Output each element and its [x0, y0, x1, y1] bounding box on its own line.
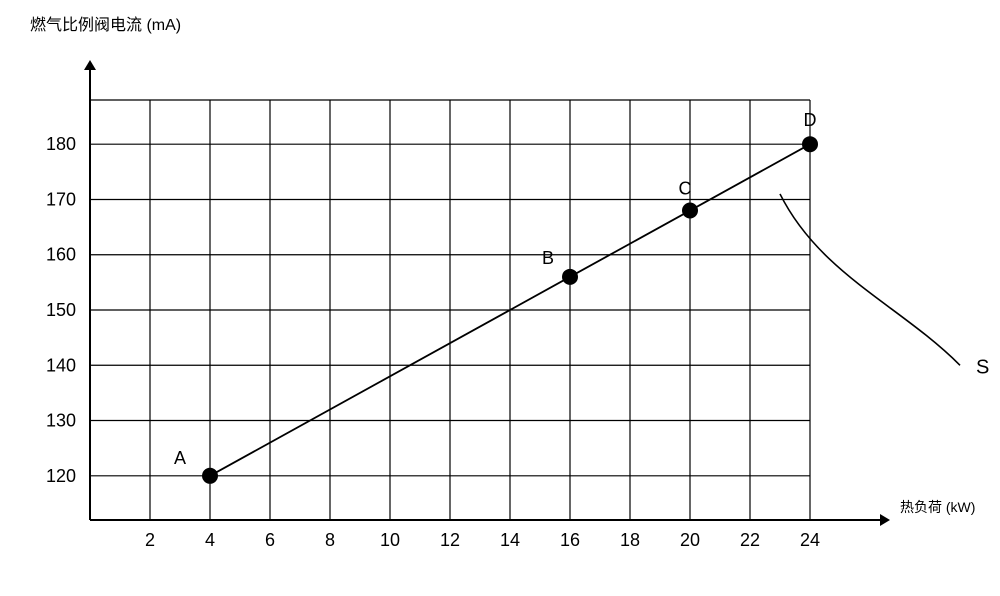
data-point: [202, 468, 218, 484]
data-point: [682, 203, 698, 219]
y-tick-label: 140: [46, 355, 76, 375]
x-axis-title: 热负荷 (kW): [900, 499, 975, 515]
chart-svg: 2468101214161820222412013014015016017018…: [0, 0, 1000, 596]
y-tick-label: 160: [46, 245, 76, 265]
y-tick-label: 180: [46, 134, 76, 154]
y-tick-label: 120: [46, 466, 76, 486]
x-tick-label: 10: [380, 530, 400, 550]
point-label: C: [679, 179, 692, 199]
point-label: D: [804, 110, 817, 130]
x-tick-label: 2: [145, 530, 155, 550]
x-tick-label: 14: [500, 530, 520, 550]
x-tick-label: 18: [620, 530, 640, 550]
y-tick-label: 130: [46, 411, 76, 431]
chart-container: 2468101214161820222412013014015016017018…: [0, 0, 1000, 596]
x-tick-label: 22: [740, 530, 760, 550]
x-tick-label: 6: [265, 530, 275, 550]
y-tick-label: 150: [46, 300, 76, 320]
x-tick-label: 8: [325, 530, 335, 550]
x-tick-label: 20: [680, 530, 700, 550]
point-label: B: [542, 248, 554, 268]
s-label: S: [976, 356, 989, 378]
data-point: [802, 136, 818, 152]
x-tick-label: 24: [800, 530, 820, 550]
x-tick-label: 4: [205, 530, 215, 550]
y-tick-label: 170: [46, 189, 76, 209]
y-axis-title: 燃气比例阀电流 (mA): [30, 16, 181, 34]
data-point: [562, 269, 578, 285]
x-tick-label: 12: [440, 530, 460, 550]
point-label: A: [174, 448, 186, 468]
x-tick-label: 16: [560, 530, 580, 550]
